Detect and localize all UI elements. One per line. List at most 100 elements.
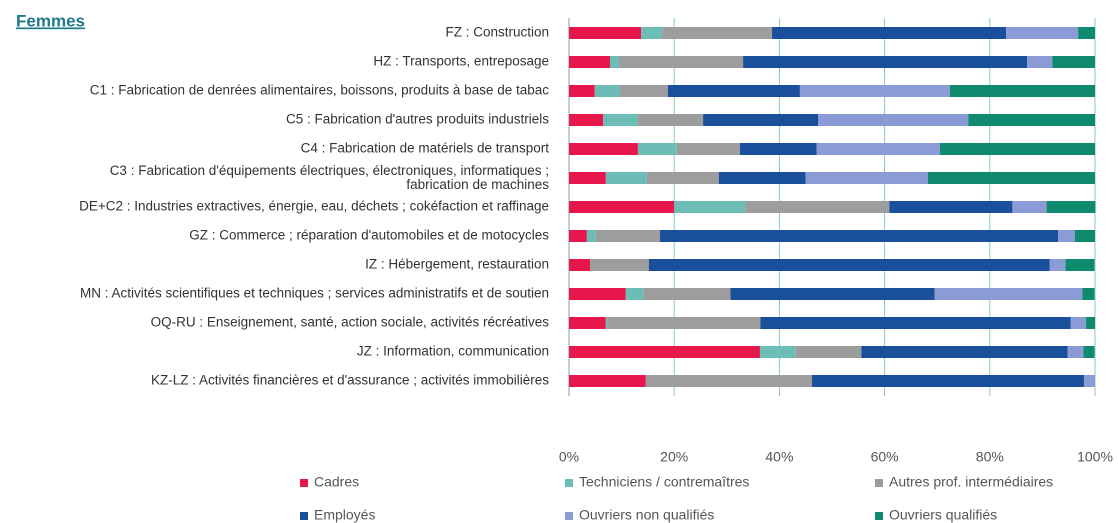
bar-segment	[934, 288, 1083, 300]
bar-segment	[569, 85, 595, 97]
legend-swatch	[875, 479, 883, 487]
bar-segment	[1082, 288, 1095, 300]
legend-swatch	[565, 479, 573, 487]
bar-segment	[1070, 317, 1087, 329]
x-tick-label: 0%	[559, 449, 579, 465]
bar-segment	[610, 56, 619, 68]
y-tick-label: OQ-RU : Enseignement, santé, action soci…	[151, 315, 550, 330]
bar-segment	[1086, 317, 1095, 329]
legend-label: Cadres	[314, 474, 359, 490]
bar-segment	[590, 259, 649, 271]
bar-segment	[861, 346, 1068, 358]
bar-segment	[595, 230, 660, 242]
bar-segment	[816, 143, 940, 155]
bar-segment	[1067, 346, 1084, 358]
legend-swatch	[300, 512, 308, 520]
bar-segment	[641, 27, 663, 39]
y-tick-label: C5 : Fabrication d'autres produits indus…	[286, 112, 549, 127]
bar-segment	[795, 346, 862, 358]
y-tick-label: DE+C2 : Industries extractives, énergie,…	[79, 199, 549, 214]
bar-segment	[569, 259, 591, 271]
bar-segment	[743, 56, 1028, 68]
chart-title: Femmes	[16, 11, 85, 30]
legend-label: Techniciens / contremaîtres	[579, 474, 749, 490]
bar-segment	[646, 172, 719, 184]
bar-segment	[939, 143, 1095, 155]
bar-segment	[648, 259, 1050, 271]
y-tick-label: GZ : Commerce ; réparation d'automobiles…	[189, 228, 549, 243]
bar-segment	[569, 56, 611, 68]
legend-swatch	[875, 512, 883, 520]
bar-segment	[760, 317, 1071, 329]
bar-segment	[645, 375, 813, 387]
bar-segment	[569, 114, 604, 126]
bar-segment	[718, 172, 806, 184]
bar-segment	[625, 288, 644, 300]
bar-segment	[607, 317, 761, 329]
bar-segment	[594, 85, 621, 97]
bar-segment	[1012, 201, 1047, 213]
bar-segment	[1027, 56, 1053, 68]
bar-segment	[1058, 230, 1076, 242]
y-tick-label: IZ : Hébergement, restauration	[365, 257, 549, 272]
bar-segment	[703, 114, 819, 126]
bar-segment	[812, 375, 1084, 387]
x-tick-label: 20%	[660, 449, 688, 465]
bar-segment	[949, 85, 1095, 97]
bar-segment	[569, 27, 642, 39]
bar-segment	[1083, 375, 1095, 387]
y-tick-label: C4 : Fabrication de matériels de transpo…	[301, 141, 550, 156]
legend-swatch	[300, 479, 308, 487]
bar-segment	[745, 201, 890, 213]
bar-segment	[569, 230, 587, 242]
y-tick-label: C3 : Fabrication d'équipements électriqu…	[110, 163, 550, 192]
bar-segment	[1006, 27, 1079, 39]
bar-segment	[643, 288, 731, 300]
x-tick-label: 100%	[1077, 449, 1113, 465]
bar-segment	[586, 230, 596, 242]
x-tick-label: 40%	[765, 449, 793, 465]
bar-segment	[818, 114, 969, 126]
bar-segment	[927, 172, 1095, 184]
y-tick-label: MN : Activités scientifiques et techniqu…	[80, 286, 549, 301]
bar-segment	[569, 317, 606, 329]
bar-segment	[620, 85, 668, 97]
bar-segment	[1052, 56, 1095, 68]
legend-label: Ouvriers non qualifiés	[579, 507, 714, 523]
bar-segment	[569, 143, 638, 155]
x-tick-label: 80%	[976, 449, 1004, 465]
bar-segment	[772, 27, 1007, 39]
x-tick-label: 60%	[871, 449, 899, 465]
bar-segment	[799, 85, 950, 97]
bar-segment	[569, 375, 646, 387]
y-tick-label: JZ : Information, communication	[357, 344, 549, 359]
bar-segment	[659, 230, 1059, 242]
bar-segment	[730, 288, 935, 300]
legend-label: Ouvriers qualifiés	[889, 507, 997, 523]
bar-segment	[637, 143, 677, 155]
bar-segment	[569, 172, 606, 184]
bar-segment	[968, 114, 1095, 126]
bar-segment	[603, 114, 638, 126]
bar-segment	[605, 172, 647, 184]
bar-segment	[759, 346, 796, 358]
y-tick-label: FZ : Construction	[445, 25, 549, 40]
bar-segment	[569, 346, 760, 358]
bar-segment	[569, 288, 626, 300]
bar-segment	[637, 114, 704, 126]
legend-label: Employés	[314, 507, 375, 523]
bar-segment	[1049, 259, 1066, 271]
bar-segment	[1075, 230, 1095, 242]
y-tick-label: KZ-LZ : Activités financières et d'assur…	[151, 373, 549, 388]
bar-segment	[1078, 27, 1095, 39]
bar-segment	[569, 201, 675, 213]
bar-segment	[676, 143, 740, 155]
bar-segment	[1046, 201, 1096, 213]
bar-segment	[674, 201, 746, 213]
bar-segment	[667, 85, 800, 97]
bar-segment	[739, 143, 817, 155]
bar-segment	[805, 172, 928, 184]
bar-segment	[618, 56, 744, 68]
bar-segment	[605, 317, 608, 329]
